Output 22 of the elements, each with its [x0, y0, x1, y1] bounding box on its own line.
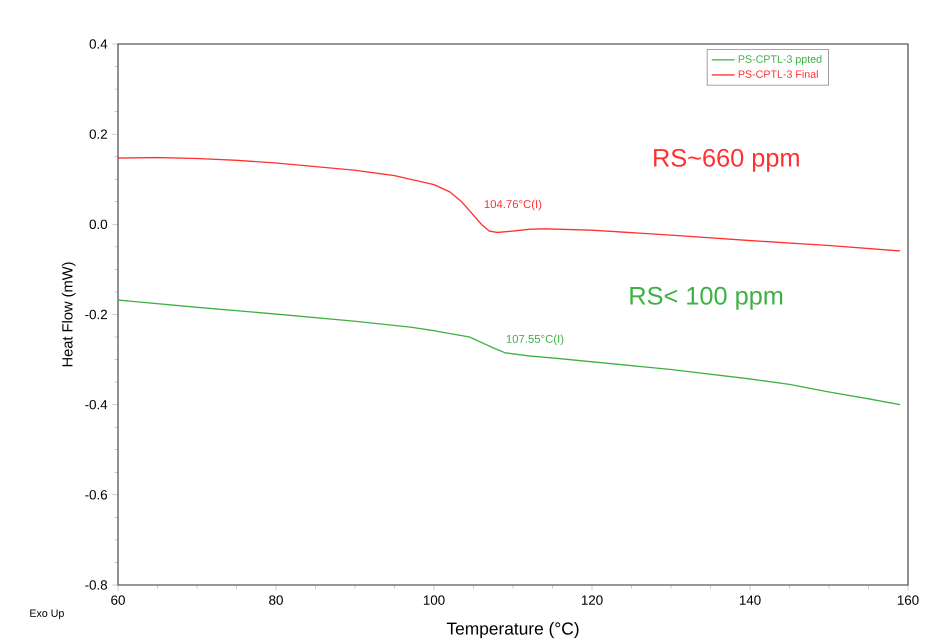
y-tick-label: -0.6: [85, 490, 108, 500]
text: Exo Up: [30, 610, 64, 620]
annotation: 107.55°C(I): [506, 334, 564, 346]
x-tick-label: 120: [582, 595, 603, 605]
x-tick-label: 60: [111, 595, 125, 605]
legend-label: PS-CPTL-3 Final: [738, 70, 818, 78]
annotation: RS~660 ppm: [654, 148, 799, 172]
y-tick-label: -0.2: [85, 310, 107, 320]
x-tick-label: 160: [898, 595, 919, 605]
y-tick-label: 0.0: [90, 220, 108, 230]
x-tick-label: 140: [740, 595, 761, 605]
annotation: 104.76°C(I): [484, 200, 542, 210]
x-tick-label: 100: [424, 595, 445, 605]
y-tick-label: -0.4: [85, 400, 108, 410]
legend-label: PS-CPTL-3 ppted: [738, 54, 822, 65]
y-tick-label: 0.4: [90, 39, 108, 49]
y-tick-label: 0.2: [90, 129, 107, 139]
x-axis-title: Temperature (°C): [446, 622, 578, 638]
annotation: RS< 100 ppm: [630, 286, 782, 310]
x-tick-label: 80: [269, 595, 283, 605]
y-tick-label: -0.8: [85, 580, 108, 590]
y-axis-title: Heat Flow (mW): [62, 262, 76, 366]
